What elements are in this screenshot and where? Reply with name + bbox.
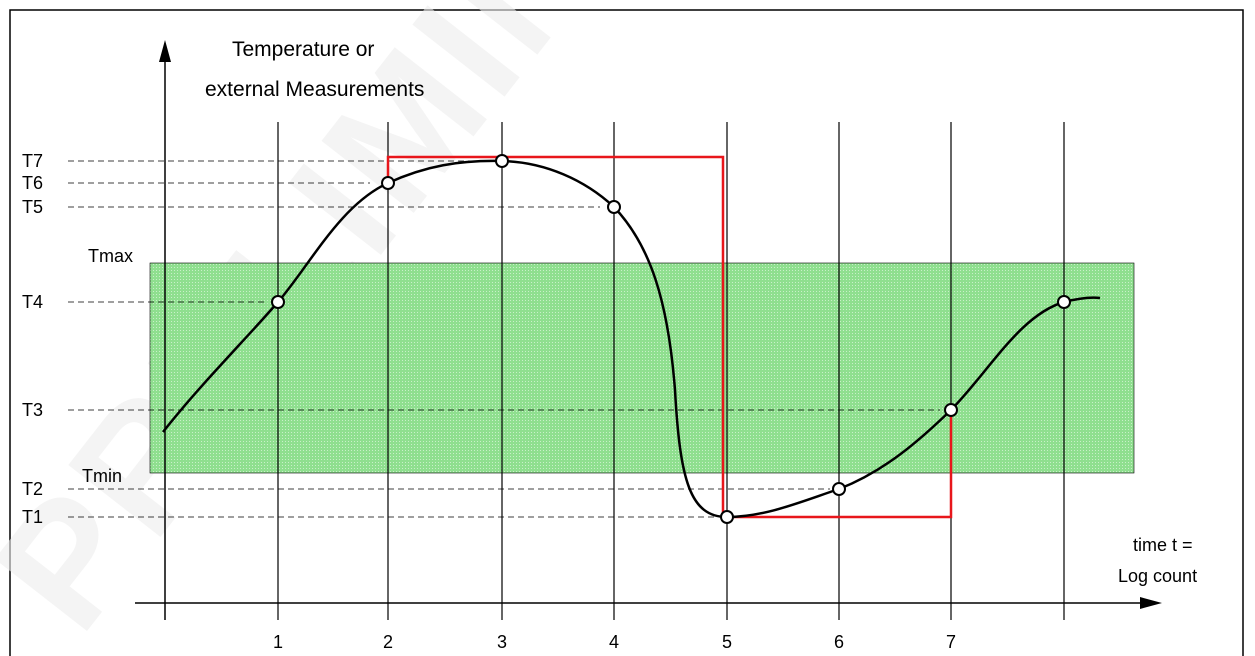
sample-point — [1057, 295, 1071, 309]
x-tick-label: 1 — [273, 632, 283, 652]
vertical-gridlines — [277, 122, 1065, 620]
x-tick-label: 6 — [834, 632, 844, 652]
y-axis-title-line1: Temperature or — [232, 38, 374, 61]
sample-point — [271, 295, 285, 309]
x-tick-label: 3 — [497, 632, 507, 652]
band-upper-label: Tmax — [88, 246, 133, 266]
level-label-t1: T1 — [22, 507, 43, 527]
level-labels: T7 T6 T5 T4 T3 T2 T1 — [22, 151, 43, 527]
x-tick-label: 2 — [383, 632, 393, 652]
level-label-t6: T6 — [22, 173, 43, 193]
sample-point — [495, 154, 509, 168]
sample-point — [381, 176, 395, 190]
x-axis-title-line2: Log count — [1118, 566, 1197, 586]
band-lower-label: Tmin — [82, 466, 122, 486]
level-dashed-lines — [68, 160, 940, 518]
x-tick-label: 5 — [722, 632, 732, 652]
level-label-t2: T2 — [22, 479, 43, 499]
sample-points — [271, 154, 1071, 524]
x-axis-title-line1: time t = — [1133, 535, 1193, 555]
level-label-t7: T7 — [22, 151, 43, 171]
sample-point — [944, 403, 958, 417]
level-label-t3: T3 — [22, 400, 43, 420]
acceptable-range-band — [149, 262, 1135, 474]
x-axis — [135, 597, 1162, 609]
level-label-t4: T4 — [22, 292, 43, 312]
x-tick-label: 7 — [946, 632, 956, 652]
sample-point — [720, 510, 734, 524]
x-tick-label: 4 — [609, 632, 619, 652]
x-tick-labels: 1 2 3 4 5 6 7 — [273, 632, 956, 652]
y-axis-title-line2: external Measurements — [205, 78, 424, 101]
y-axis — [159, 40, 171, 620]
sample-point — [607, 200, 621, 214]
level-label-t5: T5 — [22, 197, 43, 217]
sample-point — [832, 482, 846, 496]
